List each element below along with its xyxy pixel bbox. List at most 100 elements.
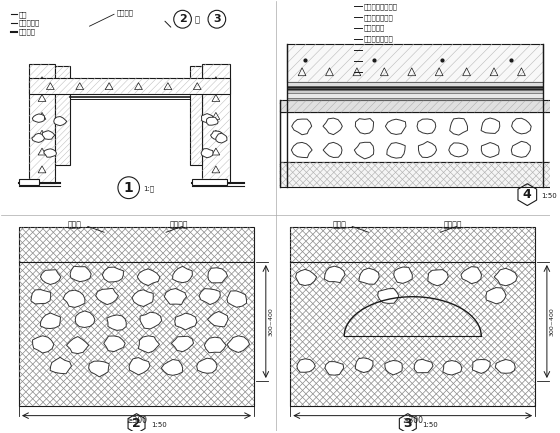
Polygon shape [512,118,531,134]
Polygon shape [201,149,213,158]
Polygon shape [140,312,162,329]
Text: ≥300: ≥300 [402,416,423,425]
Polygon shape [102,267,123,282]
Bar [287,93,543,97]
Polygon shape [292,119,312,135]
Text: 1:50: 1:50 [541,193,557,199]
Polygon shape [417,119,436,134]
Polygon shape [132,290,153,307]
Bar [287,44,543,82]
Polygon shape [324,266,345,283]
Text: ≥300: ≥300 [126,416,147,425]
Polygon shape [418,142,436,158]
Polygon shape [216,133,227,143]
Bar [19,179,39,185]
Polygon shape [450,118,468,135]
Polygon shape [394,267,412,283]
Text: 3: 3 [213,14,221,24]
Polygon shape [137,269,160,285]
Text: 300~400: 300~400 [269,307,274,336]
Polygon shape [414,359,433,373]
Polygon shape [204,337,226,353]
Bar [202,64,230,183]
Text: 自防水钢筋混凝土: 自防水钢筋混凝土 [364,3,398,10]
Polygon shape [323,142,342,158]
Polygon shape [104,336,125,352]
Bar [19,227,254,406]
Text: 疏水排水层: 疏水排水层 [19,20,40,26]
Text: 普通混凝土垫层: 普通混凝土垫层 [364,47,394,53]
Polygon shape [481,142,499,158]
Polygon shape [32,133,45,142]
Bar [279,113,551,162]
Text: 底板垫层: 底板垫层 [117,9,134,16]
Polygon shape [129,358,150,375]
Polygon shape [356,119,374,134]
Polygon shape [96,288,119,305]
Polygon shape [443,361,462,375]
Polygon shape [387,142,405,158]
Polygon shape [44,149,57,157]
Polygon shape [138,336,160,353]
Polygon shape [161,359,183,375]
Text: 碎石粗砂: 碎石粗砂 [444,220,463,229]
Text: 水泥砂浆找平层: 水泥砂浆找平层 [364,36,394,42]
Polygon shape [494,268,517,286]
Text: 柔性防水层: 柔性防水层 [364,25,385,32]
Polygon shape [70,266,91,281]
Polygon shape [428,270,448,286]
Text: 3: 3 [404,417,412,430]
Bar [55,66,70,165]
Text: 1:圈: 1:圈 [143,186,155,192]
Text: 垫层: 垫层 [19,11,27,18]
Text: 1:50: 1:50 [422,422,438,427]
Polygon shape [385,119,406,134]
Text: 1: 1 [124,181,134,195]
Bar [190,66,202,165]
Polygon shape [297,359,315,372]
Bar [287,87,543,90]
Polygon shape [495,359,515,373]
Polygon shape [42,131,55,139]
Text: 1:50: 1:50 [151,422,167,427]
Polygon shape [227,291,246,307]
Text: 土工布: 土工布 [333,220,346,229]
Polygon shape [449,143,468,157]
Bar [287,82,543,86]
Polygon shape [211,131,222,140]
Text: 土工布: 土工布 [68,220,82,229]
Polygon shape [355,358,373,372]
Polygon shape [385,361,402,375]
Text: 软土层: 软土层 [364,68,376,75]
Polygon shape [323,118,342,135]
Text: 2: 2 [179,14,186,24]
Bar [29,78,230,94]
Polygon shape [32,336,54,353]
Bar [290,227,535,406]
Polygon shape [208,268,227,283]
Text: 疏水层: 疏水层 [364,58,376,64]
Polygon shape [75,311,95,327]
Polygon shape [199,289,220,304]
Bar [279,162,551,187]
Bar [287,97,543,100]
Polygon shape [63,290,85,307]
Polygon shape [325,362,344,375]
Polygon shape [175,313,197,330]
Polygon shape [32,114,45,123]
Bar [193,179,227,185]
Polygon shape [54,116,67,126]
Polygon shape [172,266,193,283]
Polygon shape [31,290,50,304]
Text: 或: 或 [194,15,199,24]
Polygon shape [40,313,60,329]
Bar [287,86,543,87]
Bar [29,64,55,183]
Polygon shape [354,142,374,159]
Polygon shape [67,336,88,354]
Text: 4: 4 [523,188,531,201]
Text: 碎石粗砂: 碎石粗砂 [170,220,188,229]
Polygon shape [296,269,316,285]
Polygon shape [227,336,250,352]
Text: 300~400: 300~400 [550,307,555,336]
